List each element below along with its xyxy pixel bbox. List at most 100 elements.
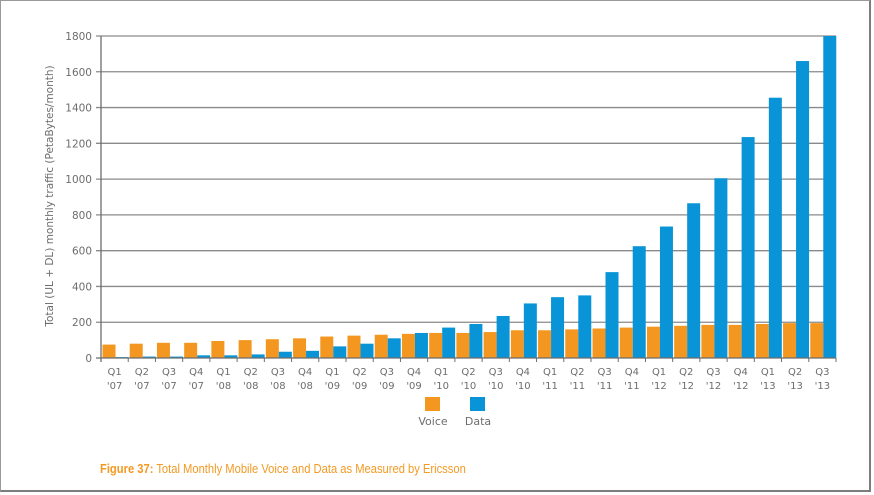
- y-tick-label: 600: [72, 246, 92, 258]
- x-tick-label-quarter: Q4: [407, 367, 421, 378]
- x-tick-label-year: '07: [189, 381, 204, 392]
- x-tick-label-year: '12: [651, 381, 666, 392]
- x-tick-label-year: '08: [270, 381, 285, 392]
- x-tick-label-year: '10: [515, 381, 530, 392]
- bar-data: [605, 272, 619, 358]
- x-tick-label-year: '09: [379, 381, 394, 392]
- bar-voice: [701, 324, 715, 358]
- bar-voice: [293, 338, 307, 358]
- bar-data: [224, 355, 238, 358]
- bar-data: [169, 356, 183, 358]
- bar-data: [414, 332, 428, 358]
- x-tick-label-year: '12: [679, 381, 694, 392]
- x-tick-label-quarter: Q2: [788, 367, 802, 378]
- x-tick-label-year: '12: [706, 381, 721, 392]
- x-tick-label-year: '07: [134, 381, 149, 392]
- x-tick-label-quarter: Q1: [652, 367, 666, 378]
- x-tick-label-quarter: Q2: [244, 367, 258, 378]
- bar-voice: [347, 335, 361, 358]
- legend-data-label: Data: [465, 415, 491, 428]
- x-tick-label-quarter: Q4: [625, 367, 639, 378]
- x-tick-label-quarter: Q4: [189, 367, 203, 378]
- axes: [96, 36, 837, 362]
- x-tick-label-year: '08: [297, 381, 312, 392]
- bar-data: [142, 356, 156, 358]
- x-tick-label-quarter: Q1: [107, 367, 121, 378]
- x-tick-label-year: '09: [325, 381, 340, 392]
- legend-voice-label: Voice: [418, 415, 448, 428]
- x-tick-label-year: '11: [597, 381, 612, 392]
- bar-voice: [674, 325, 688, 358]
- y-tick-label: 200: [72, 317, 92, 329]
- x-tick-label-quarter: Q2: [679, 367, 693, 378]
- x-tick-label-year: '11: [570, 381, 585, 392]
- y-tick-label: 800: [72, 210, 92, 222]
- x-tick-label-quarter: Q4: [734, 367, 748, 378]
- x-tick-label-quarter: Q3: [815, 367, 829, 378]
- bars: [102, 36, 837, 359]
- bar-data: [823, 36, 837, 358]
- bar-data: [442, 327, 456, 358]
- bar-data: [278, 351, 292, 358]
- bar-data: [714, 178, 728, 358]
- bar-data: [251, 354, 265, 358]
- x-tick-label-quarter: Q3: [706, 367, 720, 378]
- x-tick-label-quarter: Q1: [325, 367, 339, 378]
- gridlines: [96, 35, 836, 323]
- x-tick-label-year: '11: [542, 381, 557, 392]
- bar-voice: [211, 341, 225, 358]
- x-tick-label-year: '13: [815, 381, 830, 392]
- figure-number: Figure 37:: [100, 461, 154, 476]
- bar-data: [551, 297, 565, 358]
- bar-voice: [783, 323, 797, 358]
- legend-data-swatch: [470, 397, 485, 411]
- x-tick-label-quarter: Q3: [597, 367, 611, 378]
- y-tick-label: 1200: [65, 138, 92, 150]
- bar-voice: [265, 339, 279, 358]
- bar-voice: [510, 330, 524, 358]
- bar-voice: [401, 333, 415, 358]
- bar-voice: [238, 340, 252, 358]
- x-axis-ticks: Q1 '07 Q2 '07 Q3 '07 Q4 '07 Q1 '08 Q2 '08 Q3 '08 Q4 '08…: [107, 367, 830, 392]
- x-tick-label-year: '08: [216, 381, 231, 392]
- x-tick-label-year: '11: [624, 381, 639, 392]
- y-tick-label: 0: [85, 353, 92, 365]
- bar-data: [741, 137, 755, 358]
- bar-data: [306, 350, 320, 358]
- bar-voice: [483, 332, 497, 358]
- y-tick-label: 1400: [65, 103, 92, 115]
- bar-voice: [728, 324, 742, 358]
- bar-voice: [156, 342, 170, 358]
- x-tick-label-quarter: Q1: [434, 367, 448, 378]
- bar-voice: [102, 344, 116, 358]
- x-tick-label-quarter: Q1: [216, 367, 230, 378]
- x-tick-label-year: '10: [461, 381, 476, 392]
- x-tick-label-year: '13: [760, 381, 775, 392]
- bar-voice: [456, 332, 470, 358]
- y-axis-ticks: 0 200 400 600 800 1000 1200 1400 1600 1800: [65, 31, 92, 365]
- x-tick-label-quarter: Q1: [543, 367, 557, 378]
- x-tick-label-year: '09: [352, 381, 367, 392]
- x-tick-label-year: '08: [243, 381, 258, 392]
- bar-data: [578, 295, 592, 358]
- bar-data: [768, 97, 782, 358]
- bar-data: [197, 355, 211, 358]
- x-tick-label-year: '09: [406, 381, 421, 392]
- bar-voice: [646, 326, 660, 358]
- bar-voice: [184, 342, 198, 358]
- bar-voice: [129, 343, 143, 358]
- x-tick-label-year: '10: [488, 381, 503, 392]
- x-tick-label-year: '07: [161, 381, 176, 392]
- x-tick-label-quarter: Q2: [570, 367, 584, 378]
- x-tick-label-year: '07: [107, 381, 122, 392]
- bar-voice: [592, 328, 606, 358]
- y-axis-label: Total (UL + DL) monthly traffic (PetaByt…: [44, 65, 56, 327]
- bar-data: [632, 246, 646, 358]
- x-tick-label-quarter: Q2: [352, 367, 366, 378]
- y-tick-label: 1600: [65, 67, 92, 79]
- y-tick-label: 1800: [65, 31, 92, 43]
- bar-voice: [619, 327, 633, 358]
- x-tick-label-quarter: Q3: [162, 367, 176, 378]
- x-tick-label-quarter: Q4: [516, 367, 530, 378]
- bar-voice: [755, 324, 769, 358]
